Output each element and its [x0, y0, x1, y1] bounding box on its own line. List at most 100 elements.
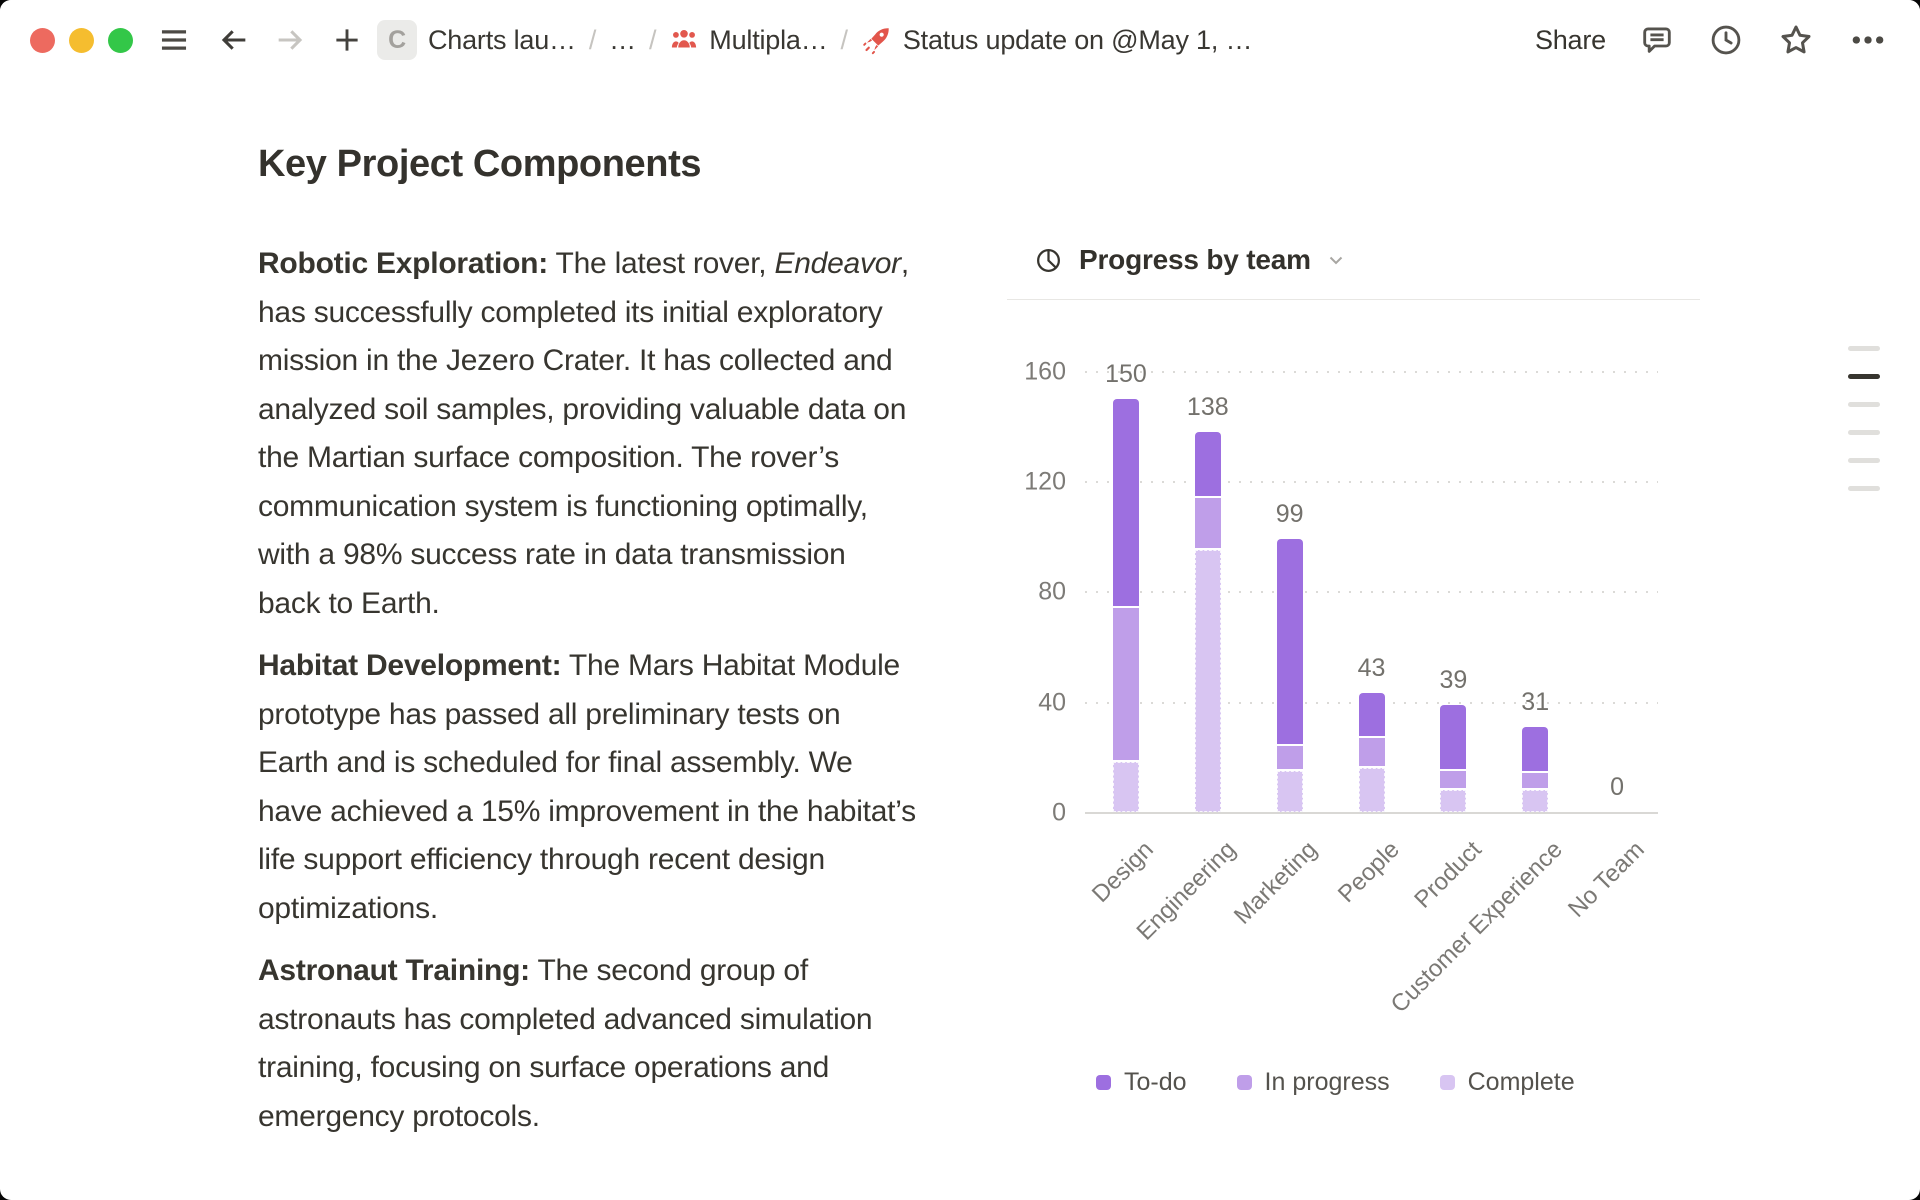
hamburger-icon: [161, 30, 187, 50]
bar-segment-design-complete[interactable]: [1112, 762, 1139, 812]
breadcrumb-item-ellipsis[interactable]: …: [609, 24, 636, 55]
breadcrumb-separator: /: [840, 24, 849, 55]
traffic-lights: [30, 27, 133, 53]
y-axis-tick-label: 0: [1052, 798, 1066, 827]
outline-bar[interactable]: [1848, 486, 1880, 491]
breadcrumb-item-status-update[interactable]: Status update on @May 1, …: [861, 24, 1252, 56]
bar-value-label: 0: [1610, 773, 1625, 801]
breadcrumb-item-multiplayer[interactable]: Multipla…: [669, 25, 828, 56]
favorite-button[interactable]: [1777, 21, 1815, 59]
legend-label: In progress: [1264, 1068, 1390, 1096]
chevron-down-icon[interactable]: [1324, 248, 1348, 272]
paragraph-robotic-exploration[interactable]: Robotic Exploration: The latest rover, E…: [258, 247, 910, 620]
forward-arrow-icon: [278, 30, 303, 50]
y-axis-tick-label: 80: [1038, 577, 1066, 606]
bar-value-label: 99: [1275, 500, 1304, 529]
bar-segment-customer-experience-to-do[interactable]: [1522, 726, 1549, 774]
legend-swatch: [1439, 1075, 1455, 1090]
bar-segment-engineering-in-progress[interactable]: [1194, 497, 1221, 551]
table-of-contents-indicator: [1848, 346, 1880, 491]
chart-plot-area: 0 40 80 120 160 150 Design 138 Engineering 99 Mark…: [1007, 240, 1701, 1170]
chart-header[interactable]: Progress by team: [1035, 244, 1348, 276]
x-axis-category-label: People: [1332, 836, 1405, 908]
chart-title: Progress by team: [1079, 244, 1311, 275]
bar-value-label: 39: [1439, 665, 1468, 694]
bar-value-label: 43: [1357, 654, 1386, 683]
back-arrow-icon: [221, 30, 246, 50]
bar-segment-marketing-to-do[interactable]: [1276, 539, 1303, 746]
gridline: [1085, 370, 1658, 373]
chart-legend: To-do In progress Complete: [1096, 1068, 1575, 1097]
bar-segment-people-to-do[interactable]: [1358, 693, 1385, 738]
legend-item-to-do[interactable]: To-do: [1096, 1068, 1187, 1097]
legend-item-complete[interactable]: Complete: [1439, 1068, 1575, 1097]
legend-swatch: [1236, 1075, 1252, 1090]
bar-segment-product-complete[interactable]: [1440, 789, 1467, 812]
y-axis-tick-label: 120: [1024, 467, 1066, 496]
bar-segment-marketing-in-progress[interactable]: [1276, 745, 1303, 771]
more-options-button[interactable]: [1848, 20, 1888, 60]
breadcrumb: C Charts lau… / … / Multip: [377, 20, 1252, 60]
sidebar-toggle-button[interactable]: [156, 22, 192, 58]
bar-segment-product-in-progress[interactable]: [1440, 770, 1467, 790]
clock-icon: [1711, 25, 1741, 55]
outline-bar-active[interactable]: [1848, 374, 1880, 379]
bar-segment-people-in-progress[interactable]: [1358, 737, 1385, 768]
comments-button[interactable]: [1639, 22, 1675, 58]
breadcrumb-item-charts[interactable]: C Charts lau…: [377, 20, 576, 60]
comment-icon: [1643, 27, 1671, 53]
fullscreen-window-button[interactable]: [108, 27, 133, 53]
bar-value-label: 138: [1186, 392, 1229, 421]
bar-segment-customer-experience-complete[interactable]: [1522, 789, 1549, 812]
ellipsis-icon: [1852, 36, 1884, 44]
legend-swatch: [1096, 1075, 1111, 1090]
y-axis-tick-label: 160: [1024, 357, 1066, 386]
close-window-button[interactable]: [30, 27, 55, 53]
paragraph-astronaut-training[interactable]: Astronaut Training: The second group of …: [258, 954, 873, 1133]
x-axis-category-label: Product: [1408, 836, 1487, 914]
bar-segment-customer-experience-in-progress[interactable]: [1522, 773, 1549, 790]
new-tab-button[interactable]: [331, 24, 363, 56]
rocket-icon: [861, 24, 893, 56]
legend-label: Complete: [1467, 1068, 1575, 1096]
bar-segment-engineering-to-do[interactable]: [1194, 431, 1221, 498]
outline-bar[interactable]: [1848, 346, 1880, 351]
progress-chart-block: Progress by team 0 40 80 120 160 150 Design 138…: [1007, 240, 1701, 1170]
updates-button[interactable]: [1708, 22, 1744, 58]
x-axis-category-label: Design: [1087, 836, 1160, 908]
bar-segment-product-to-do[interactable]: [1440, 704, 1467, 771]
bar-segment-marketing-complete[interactable]: [1276, 770, 1303, 812]
share-button[interactable]: Share: [1534, 24, 1606, 55]
x-axis-line: [1085, 812, 1658, 814]
people-icon: [669, 25, 699, 55]
bar-segment-people-complete[interactable]: [1358, 767, 1385, 812]
x-axis-category-label: Marketing: [1229, 836, 1323, 930]
bar-value-label: 150: [1105, 359, 1147, 388]
outline-bar[interactable]: [1848, 458, 1880, 463]
outline-bar[interactable]: [1848, 402, 1880, 407]
x-axis-category-label: No Team: [1563, 836, 1651, 923]
gridline: [1085, 591, 1658, 594]
breadcrumb-separator: /: [588, 24, 597, 55]
chart-divider: [1007, 299, 1700, 300]
y-axis-tick-label: 40: [1038, 688, 1066, 717]
forward-button[interactable]: [273, 23, 307, 57]
titlebar-actions: Share: [1535, 20, 1920, 60]
legend-label: To-do: [1124, 1068, 1187, 1096]
back-button[interactable]: [217, 23, 251, 57]
breadcrumb-label: Status update on @May 1, …: [902, 24, 1253, 55]
legend-item-in-progress[interactable]: In progress: [1236, 1068, 1390, 1097]
bar-segment-design-to-do[interactable]: [1112, 398, 1139, 609]
document-body: Key Project Components Robotic Explorati…: [258, 142, 916, 1155]
breadcrumb-label: Charts lau…: [428, 24, 576, 55]
page-title: Key Project Components: [258, 143, 702, 185]
paragraph-habitat-development[interactable]: Habitat Development: The Mars Habitat Mo…: [258, 649, 916, 925]
bar-segment-design-in-progress[interactable]: [1112, 608, 1139, 763]
bar-segment-engineering-complete[interactable]: [1194, 550, 1221, 812]
plus-icon: [336, 29, 358, 51]
minimize-window-button[interactable]: [69, 27, 94, 53]
titlebar: C Charts lau… / … / Multip: [0, 0, 1920, 80]
breadcrumb-separator: /: [648, 24, 657, 55]
outline-bar[interactable]: [1848, 430, 1880, 435]
